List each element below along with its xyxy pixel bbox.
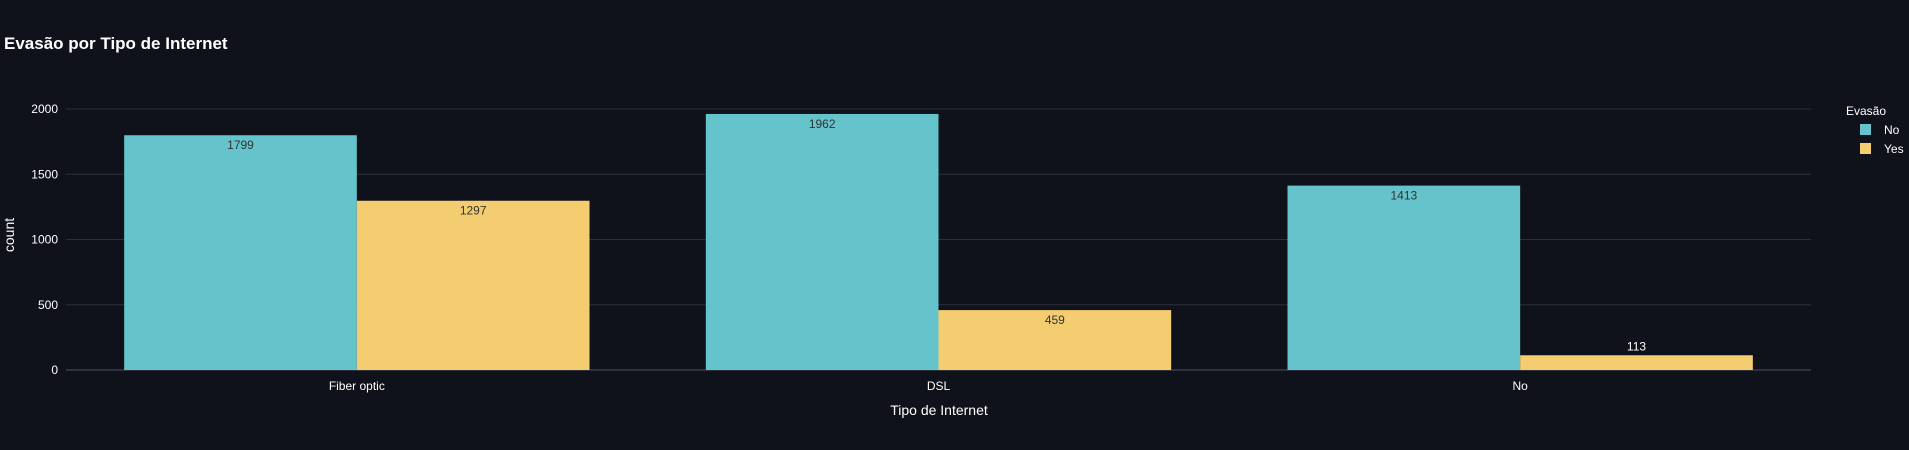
legend-swatch — [1860, 143, 1871, 154]
legend-title: Evasão — [1846, 104, 1886, 118]
bar-yes-no — [1520, 355, 1753, 370]
x-axis-title: Tipo de Internet — [890, 402, 988, 418]
legend-swatch — [1860, 124, 1871, 135]
legend[interactable]: Evasão No Yes — [1846, 104, 1904, 156]
bar-yes-fiber-optic — [356, 200, 590, 370]
bar-no-dsl — [705, 113, 939, 371]
bar-labels: 1799 1297 1962 459 1413 113 — [227, 117, 1646, 353]
x-tick-label: No — [1512, 379, 1528, 393]
y-tick-label: 1500 — [31, 167, 58, 181]
bar-data-label: 1297 — [460, 204, 487, 218]
bar-data-label: 1413 — [1390, 189, 1417, 203]
bar-data-label: 459 — [1045, 313, 1065, 327]
bar-data-label: 1962 — [809, 117, 836, 131]
y-axis-title: count — [1, 218, 17, 252]
x-tick-label: Fiber optic — [329, 379, 385, 393]
y-tick-label: 0 — [51, 363, 58, 377]
bar-yes-dsl — [938, 310, 1172, 370]
y-tick-label: 1000 — [31, 233, 58, 247]
bars — [124, 113, 1753, 371]
legend-label: No — [1884, 123, 1900, 137]
chart-title: Evasão por Tipo de Internet — [4, 34, 228, 53]
bar-data-label: 1799 — [227, 138, 254, 152]
legend-label: Yes — [1884, 142, 1904, 156]
y-axis-ticks: 0 500 1000 1500 2000 — [31, 102, 58, 377]
y-tick-label: 2000 — [31, 102, 58, 116]
legend-items: No Yes — [1860, 123, 1904, 156]
bar-no-no — [1287, 185, 1521, 370]
bar-no-fiber-optic — [124, 135, 357, 370]
x-axis-ticks: Fiber optic DSL No — [329, 379, 1528, 393]
x-tick-label: DSL — [927, 379, 951, 393]
y-tick-label: 500 — [38, 298, 58, 312]
bar-data-label: 113 — [1627, 339, 1646, 353]
